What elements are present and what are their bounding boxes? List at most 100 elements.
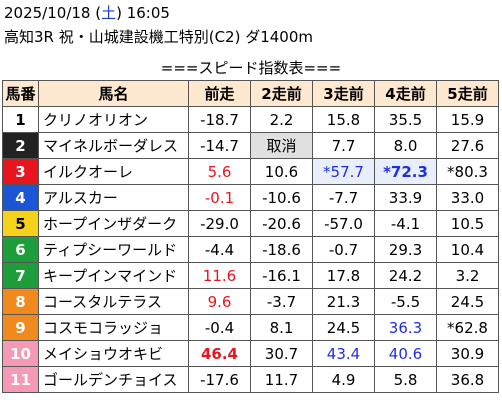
col-header-race-5: 5走前 [436,80,499,107]
speed-index-race-1: -14.7 [188,132,251,159]
table-row: 2 マイネルボーダレス -14.7 取消 7.7 8.0 27.6 [2,132,499,159]
horse-name: イルクオーレ [38,158,189,185]
speed-index-race-4: -4.1 [374,210,437,237]
table-subtitle: ===スピード指数表=== [160,59,342,77]
speed-index-race-2: 11.7 [250,366,313,393]
speed-index-race-1: 9.6 [188,288,251,315]
date-suffix: ) 16:05 [116,4,170,22]
speed-index-race-2: -16.1 [250,262,313,289]
horse-number: 10 [2,340,39,367]
horse-number: 6 [2,236,39,263]
horse-name: メイショウオキビ [38,340,189,367]
speed-index-race-1: -0.4 [188,314,251,341]
speed-index-race-3: 7.7 [312,132,375,159]
table-header-row: 馬番 馬名 前走 2走前 3走前 4走前 5走前 [2,80,499,107]
speed-index-race-4: 36.3 [374,314,437,341]
horse-name: キープインマインド [38,262,189,289]
speed-index-race-5: 24.5 [436,288,499,315]
table-row: 7 キープインマインド 11.6 -16.1 17.8 24.2 3.2 [2,262,499,289]
speed-index-race-3: 4.9 [312,366,375,393]
speed-index-race-4: 24.2 [374,262,437,289]
speed-index-race-5: 15.9 [436,106,499,133]
table-row: 4 アルスカー -0.1 -10.6 -7.7 33.9 33.0 [2,184,499,211]
speed-index-race-1: -17.6 [188,366,251,393]
speed-index-race-4: 8.0 [374,132,437,159]
speed-index-race-5: 36.8 [436,366,499,393]
speed-index-race-3: 17.8 [312,262,375,289]
speed-index-race-3: -0.7 [312,236,375,263]
speed-index-race-4: *72.3 [374,158,437,185]
table-row: 1 クリノオリオン -18.7 2.2 15.8 35.5 15.9 [2,106,499,133]
speed-index-race-5: 3.2 [436,262,499,289]
col-header-race-4: 4走前 [374,80,437,107]
speed-index-race-2: 10.6 [250,158,313,185]
speed-index-race-4: 33.9 [374,184,437,211]
speed-index-race-2: 8.1 [250,314,313,341]
speed-index-race-4: 35.5 [374,106,437,133]
horse-name: ティプシーワールド [38,236,189,263]
col-header-race-1: 前走 [188,80,251,107]
speed-index-race-5: *62.8 [436,314,499,341]
speed-index-race-3: 24.5 [312,314,375,341]
speed-index-race-3: 21.3 [312,288,375,315]
speed-index-table: 馬番 馬名 前走 2走前 3走前 4走前 5走前 1 クリノオリオン -18.7 2.… [2,80,499,393]
col-header-number: 馬番 [2,80,39,107]
horse-name: マイネルボーダレス [38,132,189,159]
horse-name: クリノオリオン [38,106,189,133]
speed-index-race-4: 40.6 [374,340,437,367]
speed-index-race-2: -20.6 [250,210,313,237]
speed-index-race-5: 10.4 [436,236,499,263]
speed-index-race-2: 取消 [250,132,313,159]
horse-name: コスモコラッジョ [38,314,189,341]
horse-name: コースタルテラス [38,288,189,315]
horse-number: 5 [2,210,39,237]
horse-number: 8 [2,288,39,315]
speed-index-race-5: 30.9 [436,340,499,367]
speed-index-race-4: 29.3 [374,236,437,263]
table-row: 5 ホープインザダーク -29.0 -20.6 -57.0 -4.1 10.5 [2,210,499,237]
speed-index-race-5: 10.5 [436,210,499,237]
table-row: 9 コスモコラッジョ -0.4 8.1 24.5 36.3 *62.8 [2,314,499,341]
table-row: 10 メイショウオキビ 46.4 30.7 43.4 40.6 30.9 [2,340,499,367]
horse-name: アルスカー [38,184,189,211]
horse-number: 2 [2,132,39,159]
speed-index-race-1: 5.6 [188,158,251,185]
race-date: 2025/10/18 (土) 16:05 [4,3,170,23]
speed-index-race-1: -29.0 [188,210,251,237]
speed-index-race-2: 2.2 [250,106,313,133]
horse-name: ゴールデンチョイス [38,366,189,393]
speed-index-race-3: -57.0 [312,210,375,237]
speed-index-race-3: 15.8 [312,106,375,133]
speed-index-race-1: -18.7 [188,106,251,133]
speed-index-race-4: 5.8 [374,366,437,393]
speed-index-race-1: 11.6 [188,262,251,289]
table-row: 8 コースタルテラス 9.6 -3.7 21.3 -5.5 24.5 [2,288,499,315]
horse-number: 1 [2,106,39,133]
speed-index-race-5: *80.3 [436,158,499,185]
speed-index-race-2: -10.6 [250,184,313,211]
speed-index-race-1: -4.4 [188,236,251,263]
speed-index-race-5: 33.0 [436,184,499,211]
speed-index-race-1: -0.1 [188,184,251,211]
horse-number: 3 [2,158,39,185]
horse-number: 9 [2,314,39,341]
speed-index-race-2: -3.7 [250,288,313,315]
horse-number: 7 [2,262,39,289]
race-title: 高知3R 祝・山城建設機工特別(C2) ダ1400m [4,28,314,46]
speed-index-race-2: 30.7 [250,340,313,367]
col-header-race-2: 2走前 [250,80,313,107]
table-row: 3 イルクオーレ 5.6 10.6 *57.7 *72.3 *80.3 [2,158,499,185]
speed-index-race-3: -7.7 [312,184,375,211]
speed-index-race-1: 46.4 [188,340,251,367]
speed-index-race-2: -18.6 [250,236,313,263]
horse-number: 4 [2,184,39,211]
speed-index-race-3: *57.7 [312,158,375,185]
col-header-race-3: 3走前 [312,80,375,107]
speed-index-race-5: 27.6 [436,132,499,159]
horse-name: ホープインザダーク [38,210,189,237]
table-row: 11 ゴールデンチョイス -17.6 11.7 4.9 5.8 36.8 [2,366,499,393]
col-header-name: 馬名 [38,80,189,107]
table-row: 6 ティプシーワールド -4.4 -18.6 -0.7 29.3 10.4 [2,236,499,263]
date-prefix: 2025/10/18 ( [4,4,102,22]
speed-index-race-3: 43.4 [312,340,375,367]
